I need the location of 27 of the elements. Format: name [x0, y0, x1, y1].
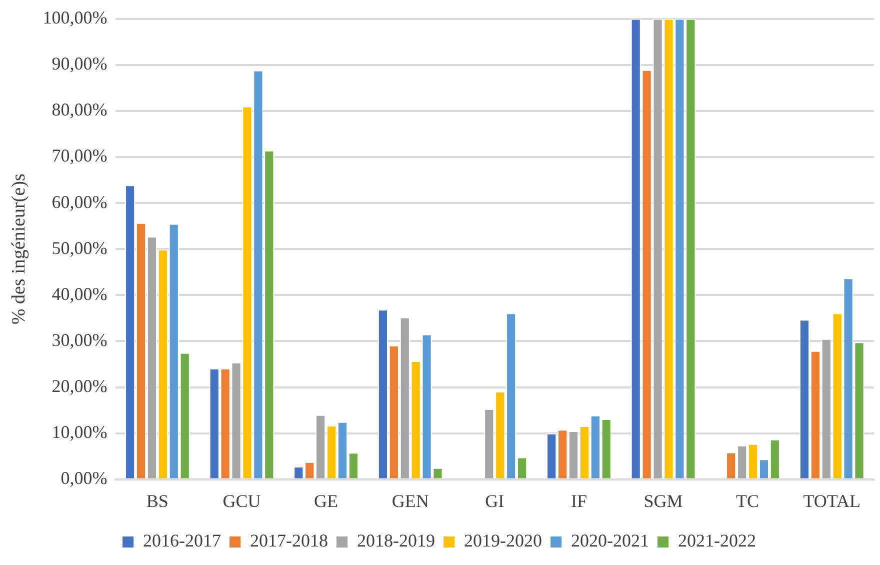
y-axis-title: % des ingénieur(e)s [8, 174, 30, 325]
legend-label: 2016-2017 [143, 530, 222, 551]
y-tick-label: 100,00% [42, 8, 108, 28]
x-tick-label: GEN [392, 490, 429, 511]
y-tick-label: 40,00% [52, 284, 108, 304]
y-tick-label: 20,00% [52, 376, 108, 396]
y-tick-label: 30,00% [52, 330, 108, 350]
x-tick-label: GI [485, 490, 504, 511]
legend-label: 2021-2022 [678, 530, 756, 551]
y-tick-label: 10,00% [52, 422, 108, 442]
y-tick-label: 70,00% [52, 146, 108, 166]
x-tick-label: TC [736, 490, 760, 511]
x-tick-label: GE [314, 490, 338, 511]
x-tick-label: IF [570, 490, 587, 511]
legend-label: 2019-2020 [464, 530, 542, 551]
legend-label: 2018-2019 [357, 530, 436, 551]
y-tick-label: 50,00% [52, 238, 108, 258]
x-tick-label: TOTAL [803, 490, 860, 511]
x-tick-label: SGM [644, 490, 683, 511]
x-tick-label: GCU [222, 490, 261, 511]
y-tick-label: 60,00% [52, 192, 108, 212]
legend-label: 2017-2018 [250, 530, 328, 551]
legend-label: 2020-2021 [570, 530, 649, 551]
x-tick-label: BS [146, 490, 168, 511]
y-tick-label: 0,00% [60, 468, 108, 488]
y-tick-label: 90,00% [52, 54, 108, 74]
y-tick-label: 80,00% [52, 100, 108, 120]
